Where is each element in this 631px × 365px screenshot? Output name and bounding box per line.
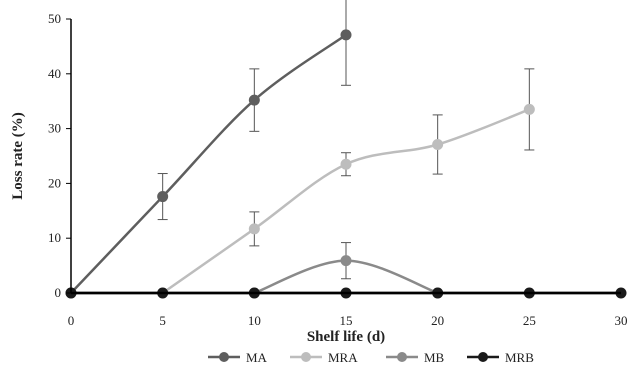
x-tick-label: 20 [431, 313, 444, 328]
y-tick-label: 0 [55, 285, 62, 300]
x-tick-label: 10 [248, 313, 261, 328]
y-axis-title: Loss rate (%) [10, 112, 26, 199]
data-point-mra [340, 158, 352, 170]
legend-swatch-marker [219, 352, 229, 362]
x-tick-label: 0 [68, 313, 75, 328]
legend-swatch-marker [397, 352, 407, 362]
data-point-mb [340, 255, 352, 267]
legend-item-mra: MRA [290, 350, 358, 365]
x-axis-title: Shelf life (d) [307, 329, 385, 345]
data-point-mra [432, 138, 444, 150]
x-tick-label: 15 [340, 313, 353, 328]
data-point-mra [523, 103, 535, 115]
x-tick-label: 25 [523, 313, 536, 328]
y-tick-label: 10 [48, 230, 61, 245]
legend-item-mb: MB [386, 350, 445, 365]
legend-label-mb: MB [424, 350, 445, 365]
data-point-ma [248, 94, 260, 106]
x-tick-label: 5 [159, 313, 166, 328]
y-tick-label: 30 [48, 121, 61, 136]
series-ma [65, 0, 352, 299]
series-layer [65, 0, 627, 299]
data-point-ma [157, 191, 169, 203]
y-tick-label: 20 [48, 175, 61, 190]
legend-label-mra: MRA [328, 350, 358, 365]
legend-item-ma: MA [208, 350, 268, 365]
legend-item-mrb: MRB [467, 350, 534, 365]
legend-swatch-marker [301, 352, 311, 362]
error-bar-ma [341, 0, 351, 86]
tick-labels-layer: 0 10 20 30 40 50 0 5 10 15 20 25 30 [48, 11, 628, 328]
legend-swatch-marker [478, 352, 488, 362]
legend-label-ma: MA [246, 350, 268, 365]
legend-label-mrb: MRB [505, 350, 534, 365]
data-point-ma [340, 29, 352, 41]
y-tick-label: 50 [48, 11, 61, 26]
x-tick-label: 30 [615, 313, 628, 328]
series-line-ma [70, 33, 347, 294]
axes-layer [70, 19, 621, 295]
y-tick-label: 40 [48, 66, 61, 81]
data-point-mra [248, 223, 260, 235]
legend: MA MRA MB MRB [208, 350, 534, 365]
